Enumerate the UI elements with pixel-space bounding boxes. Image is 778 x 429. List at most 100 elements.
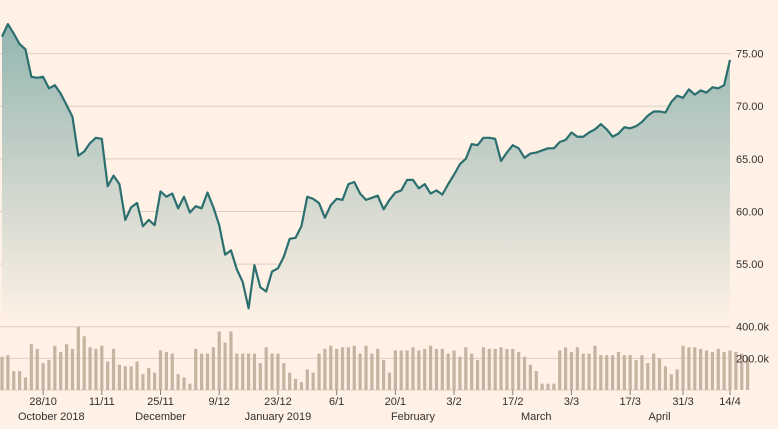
volume-bar: [288, 372, 292, 390]
volume-bar: [587, 353, 591, 390]
volume-bar: [311, 372, 315, 390]
price-series-line: [1, 23, 732, 310]
volume-bar: [716, 348, 720, 390]
x-period-label: March: [521, 411, 552, 423]
volume-bar: [511, 348, 515, 390]
volume-bar: [258, 363, 262, 390]
volume-bar: [352, 345, 356, 390]
x-period-label: April: [649, 411, 671, 423]
volume-bar: [540, 383, 544, 390]
x-axis-labels: 28/10 11/11 25/11 9/12 23/12 6/1 20/1 3/2 17/2 3/…: [18, 396, 741, 423]
volume-bar: [323, 348, 327, 390]
x-period-label: December: [135, 411, 186, 423]
volume-bar: [147, 367, 151, 390]
volume-bar: [634, 359, 638, 390]
volume-bar: [153, 372, 157, 390]
volume-bar: [652, 353, 656, 390]
volume-bar: [487, 348, 491, 390]
price-area: [2, 24, 730, 323]
volume-bar: [423, 348, 427, 390]
volume-bar: [605, 355, 609, 390]
volume-bar: [575, 347, 579, 390]
volume-bar: [393, 350, 397, 390]
volume-bar: [6, 355, 10, 390]
volume-bar: [0, 356, 4, 390]
volume-bar: [493, 348, 497, 390]
volume-bar: [417, 350, 421, 390]
volume-bar: [563, 347, 568, 390]
price-tick-label: 70.00: [736, 101, 764, 113]
volume-bar: [470, 353, 474, 390]
volume-bar: [428, 345, 433, 390]
volume-bar: [370, 353, 374, 390]
volume-bar: [616, 352, 621, 390]
volume-bar: [699, 348, 703, 390]
volume-bar: [481, 347, 486, 390]
volume-bar: [663, 366, 668, 390]
volume-bar: [687, 347, 691, 390]
volume-bar: [546, 383, 550, 390]
volume-bar: [88, 347, 92, 390]
x-tick-label: 31/3: [672, 396, 693, 408]
volume-bar: [381, 359, 386, 390]
volume-bar: [211, 347, 215, 390]
volume-bar: [293, 378, 298, 390]
volume-bar: [188, 383, 192, 390]
volume-bar: [299, 382, 304, 390]
price-tick-label: 55.00: [736, 259, 764, 271]
volume-bar: [282, 363, 286, 390]
volume-bar: [305, 369, 309, 390]
volume-bar: [440, 348, 444, 390]
x-period-label: January 2019: [245, 411, 312, 423]
volume-bar: [59, 352, 63, 390]
volume-tick-label: 200.0k: [736, 353, 770, 365]
volume-bar: [76, 326, 80, 390]
volume-bar: [740, 353, 744, 390]
volume-bar: [464, 347, 468, 390]
volume-bar: [217, 331, 221, 390]
volume-bar: [599, 355, 603, 390]
price-tick-label: 65.00: [736, 154, 764, 166]
volume-bar: [246, 353, 251, 390]
volume-bar: [270, 353, 274, 390]
volume-bar: [528, 364, 533, 390]
volume-tick-label: 400.0k: [736, 322, 770, 334]
y-axis-labels: 55.00 60.00 65.00 70.00 75.00 200.0k 400.0k: [736, 49, 770, 366]
volume-bar: [517, 352, 521, 390]
volume-bar: [252, 353, 257, 390]
volume-bar: [329, 345, 333, 390]
x-tick-label: 11/11: [89, 396, 115, 408]
volume-bar: [82, 336, 86, 390]
volume-bar: [610, 355, 615, 390]
volume-bar: [364, 345, 368, 390]
volume-bar: [475, 359, 480, 390]
volume-bar: [135, 361, 139, 390]
volume-bar: [657, 358, 662, 390]
volume-bar: [675, 369, 679, 390]
volume-bar: [522, 356, 527, 390]
volume-bar: [569, 352, 574, 390]
volume-bar: [223, 342, 227, 390]
volume-bar: [117, 364, 122, 390]
volume-bar: [669, 374, 673, 390]
price-tick-label: 60.00: [736, 206, 764, 218]
x-tick-label: 28/10: [29, 396, 57, 408]
volume-bar: [317, 353, 321, 390]
x-tick-label: 3/3: [564, 396, 579, 408]
volume-bar: [94, 348, 98, 390]
volume-bar: [41, 363, 45, 390]
volume-bar: [745, 356, 750, 390]
volume-bar: [681, 345, 685, 390]
volume-bar: [387, 372, 392, 390]
x-tick-label: 17/2: [502, 396, 523, 408]
x-tick-label: 14/4: [719, 396, 740, 408]
volume-bar: [199, 353, 204, 390]
volume-bar: [399, 350, 403, 390]
volume-bar: [158, 350, 163, 390]
volume-bar: [70, 348, 75, 390]
volume-bar: [53, 345, 57, 390]
volume-bar: [452, 350, 456, 390]
volume-bar: [458, 356, 462, 390]
volume-bar: [276, 353, 280, 390]
